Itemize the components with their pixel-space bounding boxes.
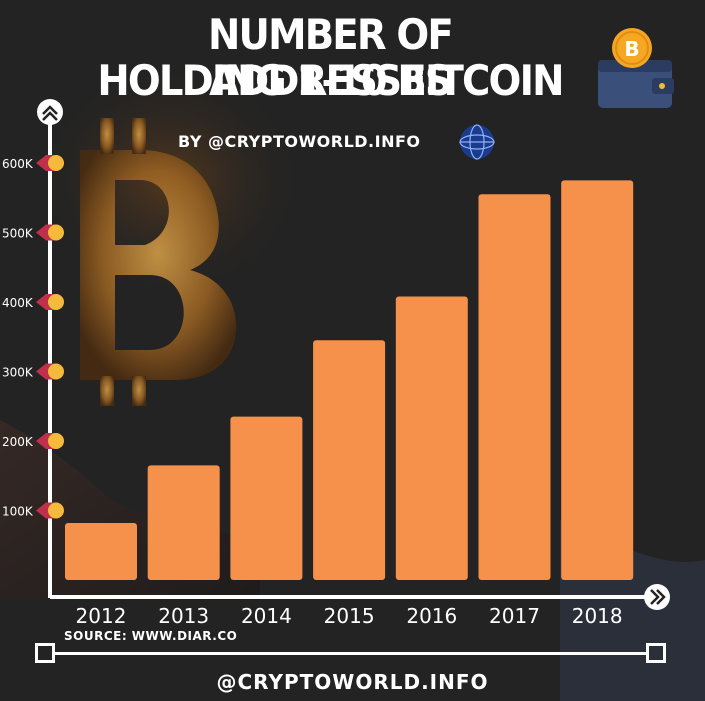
x-tick-label: 2018: [572, 604, 623, 628]
y-tick-dot: [48, 363, 64, 380]
source-note: SOURCE: WWW.DIAR.CO: [64, 629, 238, 643]
bar-2015: [313, 340, 386, 580]
y-tick-label: 200K: [2, 435, 34, 449]
bar-2017: [478, 194, 551, 580]
x-ticks-group: 2012 2013 2014 2015 2016 2017 2018: [76, 604, 623, 628]
globe-logo-icon: [459, 124, 495, 160]
y-tick-label: 100K: [2, 505, 34, 519]
y-tick-label: 300K: [2, 366, 34, 380]
x-tick-label: 2012: [76, 604, 127, 628]
up-chevron-icon: [37, 99, 63, 125]
x-tick-label: 2013: [158, 604, 209, 628]
svg-text:B: B: [624, 37, 639, 61]
bitcoin-logo-icon: [80, 118, 237, 406]
y-tick-label: 500K: [2, 227, 34, 241]
bars-group: [65, 180, 634, 580]
x-tick-label: 2016: [406, 604, 457, 628]
y-tick-dot: [48, 224, 64, 241]
footer-square-right: [646, 643, 666, 663]
right-chevron-icon: [644, 584, 670, 610]
y-tick-dot: [48, 502, 64, 519]
y-ticks-group: 100K 200K 300K 400K 500K 600K: [2, 155, 64, 519]
x-tick-label: 2015: [324, 604, 375, 628]
y-tick-dot: [48, 155, 64, 171]
footer-rule: [55, 652, 646, 655]
y-tick-dot: [48, 294, 64, 310]
title-line-2: HOLDING 1-10 BITCOIN: [97, 56, 564, 105]
y-tick-label: 600K: [2, 157, 34, 171]
bitcoin-coin-icon: B: [612, 28, 652, 68]
byline: BY @CRYPTOWORLD.INFO: [178, 132, 421, 151]
bar-2018: [561, 180, 634, 580]
bar-2013: [147, 465, 220, 580]
y-tick-label: 400K: [2, 296, 34, 310]
x-tick-label: 2014: [241, 604, 292, 628]
x-tick-label: 2017: [489, 604, 540, 628]
footer-handle: @CRYPTOWORLD.INFO: [216, 670, 489, 694]
wallet-icon: [598, 60, 674, 108]
footer-square-left: [35, 643, 55, 663]
y-tick-dot: [48, 433, 64, 449]
bar-2012: [65, 523, 137, 580]
bar-2014: [230, 416, 303, 580]
bar-2016: [395, 296, 468, 580]
title-line-1: NUMBER OF ADDRESSES: [208, 10, 454, 105]
